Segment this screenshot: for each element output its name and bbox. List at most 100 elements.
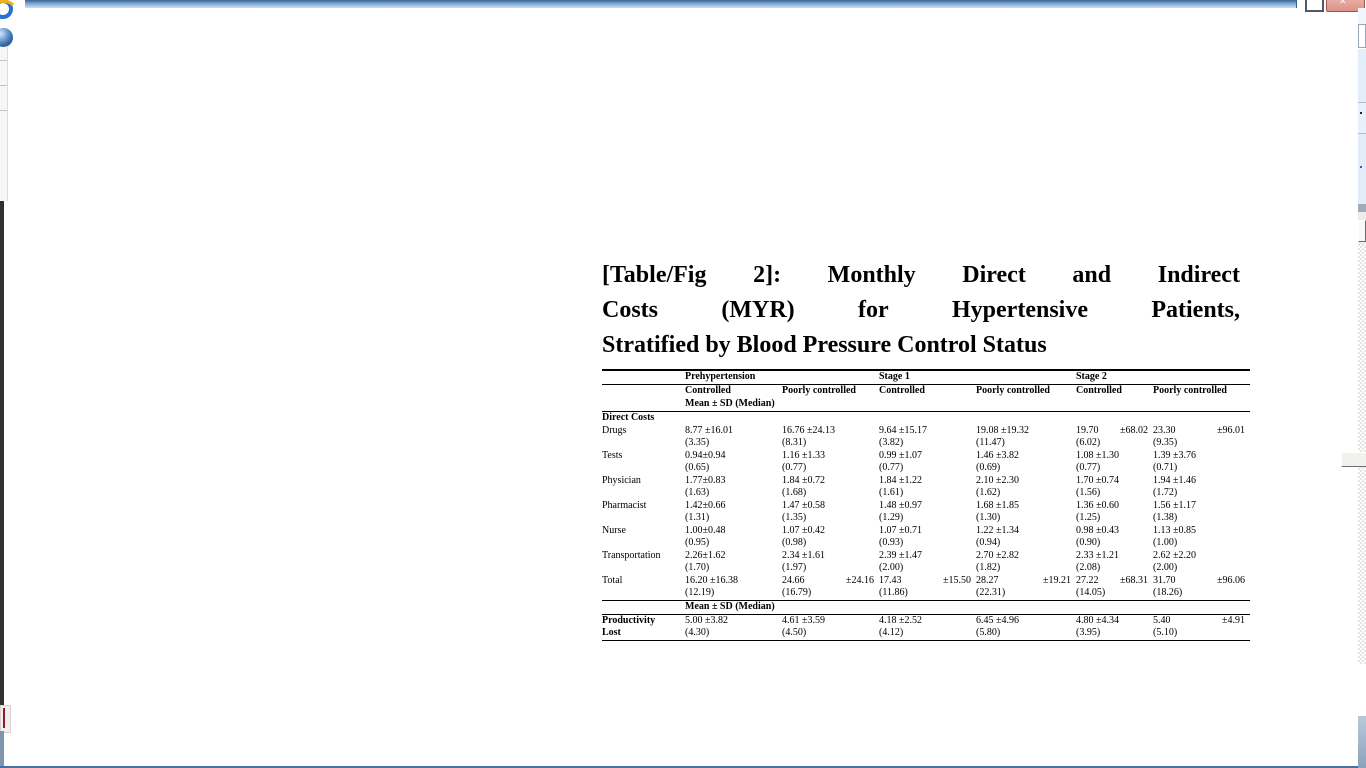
median-value: (0.94) xyxy=(976,537,1001,548)
table-row: Total 16.20 ±16.38 (12.19) 24.66 ±24.16 (16.7… xyxy=(602,575,1250,601)
value-cell: 1.84 ±0.72 (1.68) xyxy=(782,475,879,500)
stat-header: Mean ± SD (Median) xyxy=(685,600,1250,615)
table-row: Nurse 1.00±0.48 (0.95) 1.07 ±0.42 (0.98) 1.07… xyxy=(602,525,1250,550)
median-value: (1.62) xyxy=(976,487,1001,498)
value-cell: 27.22 ±68.31 (14.05) xyxy=(1076,575,1153,601)
mean-sd-value: 2.70 ±2.82 xyxy=(976,550,1019,561)
value-cell: 0.98 ±0.43 (0.90) xyxy=(1076,525,1153,550)
median-value: (0.71) xyxy=(1153,462,1178,473)
median-value: (2.00) xyxy=(1153,562,1178,573)
stat-header: Mean ± SD (Median) xyxy=(685,398,1250,412)
median-value: (4.30) xyxy=(685,627,710,638)
mean-sd-value: 1.08 ±1.30 xyxy=(1076,450,1119,461)
window-bottom-border xyxy=(0,766,1366,768)
page-title: [Table/Fig 2]: Monthly Direct and Indirect Cos… xyxy=(602,258,1240,363)
row-label: Tests xyxy=(602,450,623,461)
scrollbar-mini-thumb[interactable] xyxy=(1341,452,1366,467)
table-header-row: Controlled Poorly controlled Controlled Poo… xyxy=(602,385,1250,399)
ie-logo-icon[interactable] xyxy=(0,0,15,21)
section-header: Direct Costs xyxy=(602,412,655,423)
value-cell: 1.39 ±3.76 (0.71) xyxy=(1153,450,1250,475)
scrollbar[interactable] xyxy=(1358,8,1366,768)
median-value: (14.05) xyxy=(1076,587,1106,598)
median-value: (0.77) xyxy=(1076,462,1101,473)
value-cell: 4.80 ±4.34 (3.95) xyxy=(1076,614,1153,641)
median-value: (4.50) xyxy=(782,627,807,638)
value-cell: 1.36 ±0.60 (1.25) xyxy=(1076,500,1153,525)
close-icon[interactable] xyxy=(1326,0,1365,12)
value-cell: 24.66 ±24.16 (16.79) xyxy=(782,575,879,601)
cost-table: Prehypertension Stage 1 Stage 2 Controlled P… xyxy=(602,369,1250,641)
restore-icon[interactable] xyxy=(1305,0,1324,12)
scrollbar-thumb[interactable] xyxy=(1358,220,1366,242)
mean-sd-value: 17.43 ±15.50 xyxy=(879,575,971,586)
mean-sd-value: 1.77±0.83 xyxy=(685,475,726,486)
mean-sd-value: 1.70 ±0.74 xyxy=(1076,475,1119,486)
value-cell: 1.22 ±1.34 (0.94) xyxy=(976,525,1076,550)
row-label: Physician xyxy=(602,475,641,486)
right-edge-button[interactable] xyxy=(1358,24,1366,48)
mean-sd-value: 1.00±0.48 xyxy=(685,525,726,536)
value-cell: 9.64 ±15.17 (3.82) xyxy=(879,425,976,450)
mean-sd-value: 4.18 ±2.52 xyxy=(879,615,922,626)
mean-sd-value: 2.39 ±1.47 xyxy=(879,550,922,561)
table-row: Transportation 2.26±1.62 (1.70) 2.34 ±1.61(… xyxy=(602,550,1250,575)
title-line: Costs (MYR) for Hypertensive Patients, xyxy=(602,297,1240,323)
value-cell: 16.20 ±16.38 (12.19) xyxy=(685,575,782,601)
mean-sd-value: 2.62 ±2.20 xyxy=(1153,550,1196,561)
value-cell: 1.07 ±0.71 (0.93) xyxy=(879,525,976,550)
mean-sd-value: 6.45 ±4.96 xyxy=(976,615,1019,626)
mean-sd-value: 1.84 ±0.72 xyxy=(782,475,825,486)
group-header: Stage 1 xyxy=(879,369,1076,385)
value-cell: 1.48 ±0.97 (1.29) xyxy=(879,500,976,525)
median-value: (1.00) xyxy=(1153,537,1178,548)
value-cell: 6.45 ±4.96 (5.80) xyxy=(976,614,1076,641)
value-cell: 2.34 ±1.61 (1.97) xyxy=(782,550,879,575)
median-value: (11.86) xyxy=(879,587,908,598)
column-header: Poorly controlled xyxy=(1153,385,1227,396)
title-line: Stratified by Blood Pressure Control Sta… xyxy=(602,332,1047,358)
mean-sd-value: 2.34 ±1.61 xyxy=(782,550,825,561)
mean-sd-value: 31.70 ±96.06 xyxy=(1153,575,1245,586)
left-window-edge xyxy=(0,47,8,201)
median-value: (1.68) xyxy=(782,487,807,498)
value-cell: 16.76 ±24.13 (8.31) xyxy=(782,425,879,450)
mean-sd-value: 1.13 ±0.85 xyxy=(1153,525,1196,536)
table-row: Drugs 8.77 ±16.01 (3.35) 16.76 ±24.13 (8.31)… xyxy=(602,425,1250,450)
median-value: (22.31) xyxy=(976,587,1006,598)
document-page: [Table/Fig 2]: Monthly Direct and Indirect Cos… xyxy=(602,258,1252,641)
mean-sd-value: 27.22 ±68.31 xyxy=(1076,575,1148,586)
scrollbar-arrow-area[interactable] xyxy=(1358,204,1366,212)
value-cell: 1.47 ±0.58 (1.35) xyxy=(782,500,879,525)
value-cell: 4.61 ±3.59 (4.50) xyxy=(782,614,879,641)
right-edge-segment xyxy=(1358,664,1366,716)
value-cell: 5.40 ±4.91 (5.10) xyxy=(1153,614,1250,641)
value-cell: 1.70 ±0.74 (1.56) xyxy=(1076,475,1153,500)
median-value: (11.47) xyxy=(976,437,1005,448)
value-cell: 1.07 ±0.42 (0.98) xyxy=(782,525,879,550)
table-header-row: Prehypertension Stage 1 Stage 2 xyxy=(602,369,1250,385)
row-label: Productivity Lost xyxy=(602,614,685,641)
mean-sd-value: 1.07 ±0.71 xyxy=(879,525,922,536)
row-label xyxy=(602,369,685,385)
median-value: (2.08) xyxy=(1076,562,1101,573)
table-header-row: Mean ± SD (Median) xyxy=(602,600,1250,615)
value-cell: 1.68 ±1.85 (1.30) xyxy=(976,500,1076,525)
value-cell: 1.46 ±3.82 (0.69) xyxy=(976,450,1076,475)
median-value: (1.82) xyxy=(976,562,1001,573)
table-header-row: Mean ± SD (Median) xyxy=(602,398,1250,412)
mean-sd-value: 0.98 ±0.43 xyxy=(1076,525,1119,536)
mean-sd-value: 1.22 ±1.34 xyxy=(976,525,1019,536)
mean-sd-value: 28.27 ±19.21 xyxy=(976,575,1071,586)
right-edge-segment xyxy=(1358,49,1366,103)
scrollbar-bottom-cap xyxy=(1358,716,1366,768)
median-value: (0.77) xyxy=(782,462,807,473)
mean-sd-value: 24.66 ±24.16 xyxy=(782,575,874,586)
mean-sd-value: 1.39 ±3.76 xyxy=(1153,450,1196,461)
mean-sd-value: 1.36 ±0.60 xyxy=(1076,500,1119,511)
value-cell: 5.00 ±3.82 (4.30) xyxy=(685,614,782,641)
value-cell: 2.70 ±2.82 (1.82) xyxy=(976,550,1076,575)
value-cell: 1.13 ±0.85 (1.00) xyxy=(1153,525,1250,550)
value-cell: 31.70 ±96.06 (18.26) xyxy=(1153,575,1250,601)
median-value: (6.02) xyxy=(1076,437,1101,448)
